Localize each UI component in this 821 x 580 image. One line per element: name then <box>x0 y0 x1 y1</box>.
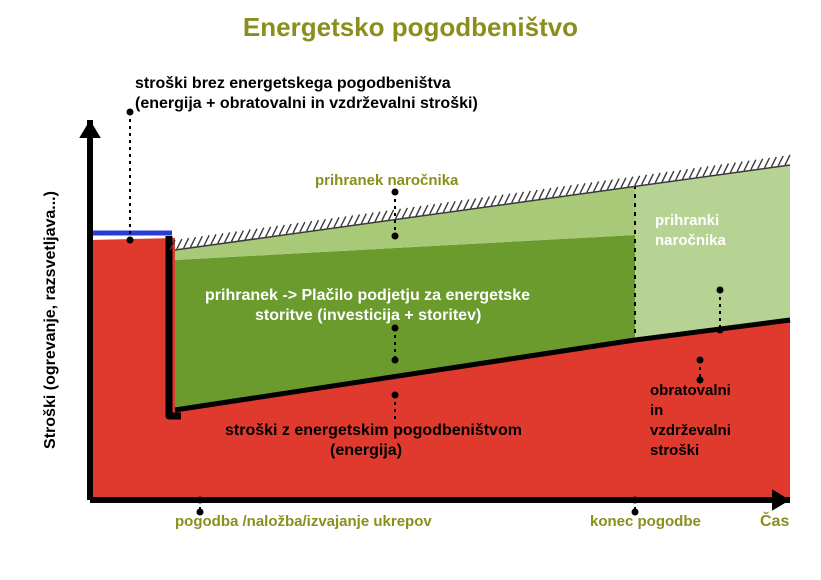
leader-dot-start-ld_right_savings <box>717 287 724 294</box>
epc-chart: Čas Stroški (ogrevanje, razsvetljava...) s… <box>0 0 821 580</box>
annotation-right_savings_2: naročnika <box>655 232 727 249</box>
leader-dot-ld_to_initial_red <box>127 237 134 244</box>
annotation-green_mid_text_2: storitve (investicija + storitev) <box>255 307 481 324</box>
leader-dot-start-ld_red_main <box>392 392 399 399</box>
annotation-red_text_2: (energija) <box>330 442 402 459</box>
annotation-red_text_1: stroški z energetskim pogodbeništvom <box>225 422 522 439</box>
leader-dot-start-ld_right_om <box>697 357 704 364</box>
y-axis-label: Stroški (ogrevanje, razsvetljava...) <box>42 191 59 449</box>
y-axis-arrowhead <box>79 120 101 138</box>
leader-dot-start-ld_green_mid <box>392 325 399 332</box>
annotation-right_om_3: vzdrževalni <box>650 422 731 439</box>
annotation-x_tick_start: pogodba /naložba/izvajanje ukrepov <box>175 513 432 530</box>
annotation-client_savings_top: prihranek naročnika <box>315 172 459 189</box>
leader-dot-start-ld_client_savings <box>392 189 399 196</box>
annotation-cost_no_epc_2: (energija + obratovalni in vzdrževalni s… <box>135 95 478 112</box>
leader-dot-ld_client_savings <box>392 233 399 240</box>
x-axis-label: Čas <box>760 511 789 530</box>
leader-dot-ld_right_savings <box>717 327 724 334</box>
page-root: Energetsko pogodbeništvo ČasStroški (ogr… <box>0 0 821 580</box>
leader-dot-start-ld_contract_start <box>197 497 204 504</box>
annotation-green_mid_text_1: prihranek -> Plačilo podjetju za energet… <box>205 287 530 304</box>
leader-dot-start-ld_contract_end <box>632 497 639 504</box>
leader-dot-start-ld_to_initial_red <box>127 109 134 116</box>
annotation-right_om_1: obratovalni <box>650 382 731 399</box>
annotation-right_savings_1: prihranki <box>655 212 719 229</box>
annotation-x_tick_end: konec pogodbe <box>590 513 701 530</box>
region-light-green-right <box>635 165 790 340</box>
region-initial-red <box>90 238 175 500</box>
annotation-cost_no_epc_1: stroški brez energetskega pogodbeništva <box>135 75 451 92</box>
chart-container: Čas Stroški (ogrevanje, razsvetljava...) s… <box>0 0 821 580</box>
leader-dot-ld_green_mid <box>392 357 399 364</box>
annotation-right_om_4: stroški <box>650 442 699 459</box>
annotation-right_om_2: in <box>650 402 663 419</box>
